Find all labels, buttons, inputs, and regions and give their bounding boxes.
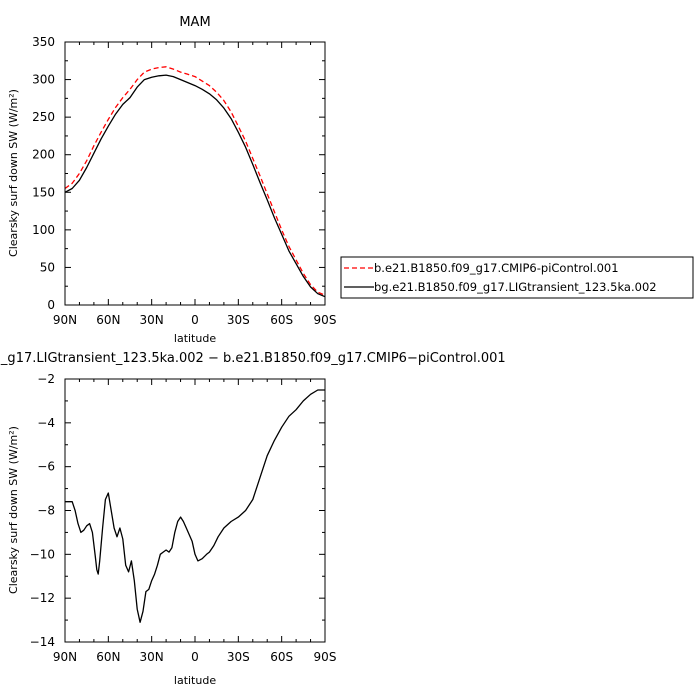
bottom-x-tick-label: 90S <box>314 650 337 664</box>
top-series-line-0 <box>64 66 326 296</box>
bottom-x-tick-label: 60S <box>270 650 293 664</box>
bottom-x-tick-label: 30S <box>227 650 250 664</box>
top-y-tick-label: 0 <box>47 298 55 312</box>
top-series-line-1 <box>64 74 326 298</box>
bottom-plot: bg.e21.B1850.f09_g17.LIGtransient_123.5k… <box>0 351 506 687</box>
legend-label-pi-control: b.e21.B1850.f09_g17.CMIP6-piControl.001 <box>374 261 619 275</box>
bottom-x-tick-label: 60N <box>96 650 120 664</box>
top-y-tick-label: 350 <box>32 35 55 49</box>
bottom-x-tick-label: 0 <box>191 650 199 664</box>
legend-label-lig-transient: bg.e21.B1850.f09_g17.LIGtransient_123.5k… <box>374 280 657 294</box>
top-x-axis-label: latitude <box>174 332 216 345</box>
top-plot: MAM 0 50 100 150 200 250 300 350 90N 60N 30N 0 30S 6… <box>7 15 336 345</box>
bottom-x-tick-label: 30N <box>140 650 164 664</box>
top-x-tick-label: 30N <box>140 313 164 327</box>
bottom-y-tick-label: −2 <box>37 372 55 386</box>
top-x-tick-label: 0 <box>191 313 199 327</box>
top-x-tick-label: 60N <box>96 313 120 327</box>
bottom-y-tick-label: −6 <box>37 460 55 474</box>
bottom-plot-frame <box>64 378 326 643</box>
top-x-tick-label: 90N <box>53 313 77 327</box>
legend: b.e21.B1850.f09_g17.CMIP6-piControl.001 … <box>340 256 694 299</box>
bottom-y-tick-label: −14 <box>30 635 55 649</box>
top-y-axis-label: Clearsky surf down SW (W/m²) <box>7 89 20 257</box>
bottom-y-tick-label: −12 <box>30 591 55 605</box>
bottom-y-tick-label: −8 <box>37 504 55 518</box>
bottom-y-tick-label: −4 <box>37 416 55 430</box>
bottom-series-line-0 <box>65 389 325 623</box>
top-x-tick-label: 90S <box>314 313 337 327</box>
top-x-tick-label: 30S <box>227 313 250 327</box>
legend-box <box>340 256 694 299</box>
top-y-tick-label: 250 <box>32 110 55 124</box>
top-y-tick-label: 300 <box>32 73 55 87</box>
top-y-tick-label: 150 <box>32 185 55 199</box>
top-chart-title: MAM <box>179 15 210 30</box>
top-plot-frame <box>64 41 326 306</box>
bottom-y-axis-label: Clearsky surf down SW (W/m²) <box>7 426 20 594</box>
bottom-x-tick-label: 90N <box>53 650 77 664</box>
top-x-tick-label: 60S <box>270 313 293 327</box>
bottom-chart-title: bg.e21.B1850.f09_g17.LIGtransient_123.5k… <box>0 351 506 366</box>
top-y-tick-label: 100 <box>32 223 55 237</box>
bottom-x-axis-label: latitude <box>174 674 216 687</box>
top-y-tick-label: 50 <box>40 260 55 274</box>
top-y-tick-label: 200 <box>32 148 55 162</box>
bottom-y-tick-label: −10 <box>30 547 55 561</box>
